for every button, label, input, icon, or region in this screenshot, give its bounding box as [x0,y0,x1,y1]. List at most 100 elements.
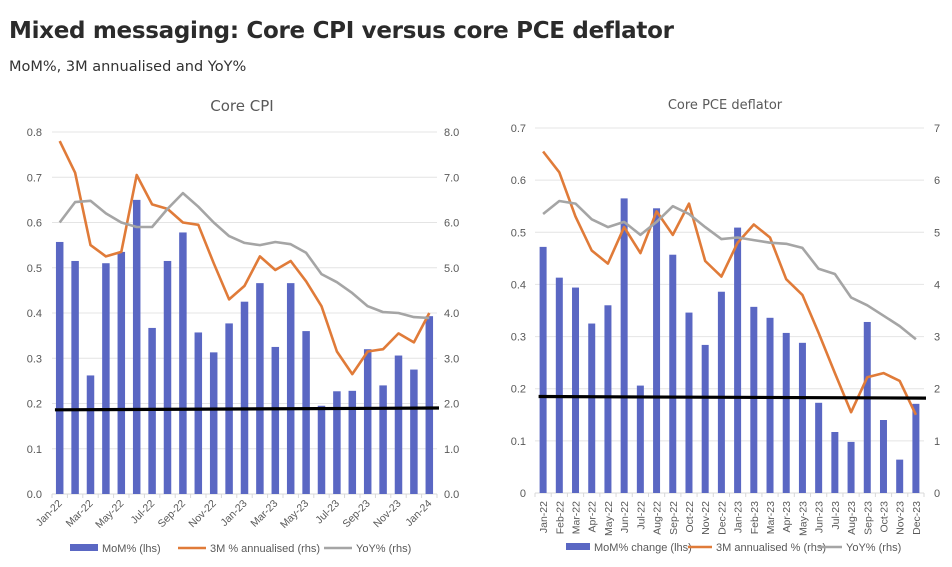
x-tick-label: May-22 [603,501,615,536]
bar-mom-mar-23 [271,346,280,494]
x-tick-label: Jan-22 [538,501,550,533]
page-title: Mixed messaging: Core CPI versus core PC… [9,18,674,44]
y-right-tick-label: 0 [934,488,940,500]
line-3m-annualised [542,150,918,416]
x-tick-label: Dec-22 [716,501,728,535]
y-left-tick-label: 0.2 [511,384,526,396]
bar-mom-jan-22 [55,241,64,494]
bar-mom-sep-23 [363,349,372,494]
bar-mom-aug-23 [348,390,357,494]
y-left-tick-label: 0.3 [27,353,42,365]
bar-mom-aug-23 [847,441,855,493]
x-tick-label: Nov-23 [895,501,907,535]
bar-mom-dec-23 [410,369,418,494]
legend-label: YoY% (rhs) [846,542,901,554]
legend-label: YoY% (rhs) [356,543,411,555]
y-right-tick-label: 1 [934,436,940,448]
x-tick-label: Aug-23 [846,501,858,535]
x-tick-label: Jan-23 [733,501,745,533]
bar-mom-apr-22 [588,323,596,493]
y-right-tick-label: 2.0 [444,399,459,411]
bar-mom-jul-23 [333,391,341,494]
bar-mom-apr-23 [782,332,790,493]
y-right-tick-label: 4 [934,279,940,291]
bar-mom-oct-22 [685,312,693,493]
bar-mom-nov-23 [394,355,403,494]
y-left-tick-label: 0.5 [511,227,526,239]
bar-mom-oct-23 [379,385,387,494]
bar-mom-oct-22 [194,332,203,494]
bar-mom-jul-23 [831,431,839,493]
chart-title: Core PCE deflator [668,98,783,113]
x-tick-label: Jul-23 [830,501,842,530]
legend-swatch-mom [566,543,590,550]
x-tick-label: Feb-22 [554,501,566,534]
y-left-tick-label: 0.6 [511,175,526,187]
bar-mom-may-22 [604,305,612,493]
bar-mom-dec-23 [912,403,920,493]
bar-mom-jun-22 [132,199,141,494]
x-tick-label: Oct-22 [684,501,696,533]
y-right-tick-label: 7.0 [444,172,459,184]
y-left-tick-label: 0.8 [27,127,42,139]
bar-mom-sep-22 [669,254,677,493]
bar-mom-nov-22 [209,352,218,494]
line-yoy [542,199,917,341]
y-left-tick-label: 0 [520,488,526,500]
y-left-tick-label: 0.4 [27,308,42,320]
legend-label: MoM% (lhs) [102,543,161,555]
bar-mom-aug-22 [163,260,172,494]
bar-mom-mar-22 [572,287,580,493]
core-cpi-chart: Core CPI 0.0 0.1 0.2 0.3 0.4 0.5 0.6 0.7 0.8 0.0 1.… [27,97,460,555]
y-left-tick-label: 0.2 [27,399,42,411]
x-tick-label: Mar-23 [765,501,777,534]
legend-label: MoM% change (lhs) [594,542,692,554]
x-tick-label: Feb-23 [749,501,761,534]
page-subtitle: MoM%, 3M annualised and YoY% [9,59,247,75]
bar-mom-feb-22 [555,277,563,493]
bar-mom-apr-23 [286,283,295,494]
y-left-tick-label: 0.1 [27,444,42,456]
y-right-tick-label: 4.0 [444,308,459,320]
bar-mom-may-22 [117,251,126,494]
y-left-tick-label: 0.6 [27,218,42,230]
x-tick-label: Oct-23 [878,501,890,533]
legend-swatch-mom [70,544,98,551]
reference-line-2pct [538,394,927,400]
bar-mom-feb-22 [71,260,79,494]
y-left-tick-label: 0.5 [27,263,42,275]
bar-mom-jan-23 [240,301,249,494]
bar-mom-apr-22 [102,263,110,494]
y-right-tick-label: 6.0 [444,218,459,230]
bar-mom-sep-22 [179,232,187,494]
y-right-tick-label: 7 [934,123,940,135]
y-left-tick-label: 0.4 [511,279,526,291]
x-tick-label: Sep-22 [668,501,680,535]
bar-mom-jul-22 [636,385,644,493]
y-right-tick-label: 2 [934,384,940,396]
x-tick-label: Nov-22 [700,501,712,535]
y-left-tick-label: 0.0 [27,489,42,501]
bar-mom-may-23 [302,331,310,494]
x-tick-label: May-23 [797,501,809,536]
legend-label: 3M % annualised (rhs) [210,543,320,555]
bar-mom-dec-22 [717,291,725,493]
bar-mom-jun-23 [317,405,326,494]
bar-mom-jun-23 [815,402,823,493]
bar-mom-mar-23 [766,317,774,493]
x-tick-label: Dec-23 [911,501,923,535]
y-right-tick-label: 6 [934,175,940,187]
bar-mom-may-23 [798,342,806,493]
y-right-tick-label: 5 [934,227,940,239]
bar-mom-jan-22 [539,246,547,493]
bar-mom-nov-23 [896,459,904,493]
x-tick-label: Sep-23 [862,501,874,535]
bar-mom-jan-23 [734,227,742,494]
x-tick-label: Apr-22 [587,501,599,533]
bar-mom-jun-22 [620,198,628,493]
x-tick-label: Apr-23 [781,501,793,533]
bar-mom-oct-23 [879,420,887,493]
chart-title: Core CPI [210,97,273,115]
y-left-tick-label: 0.7 [511,123,526,135]
